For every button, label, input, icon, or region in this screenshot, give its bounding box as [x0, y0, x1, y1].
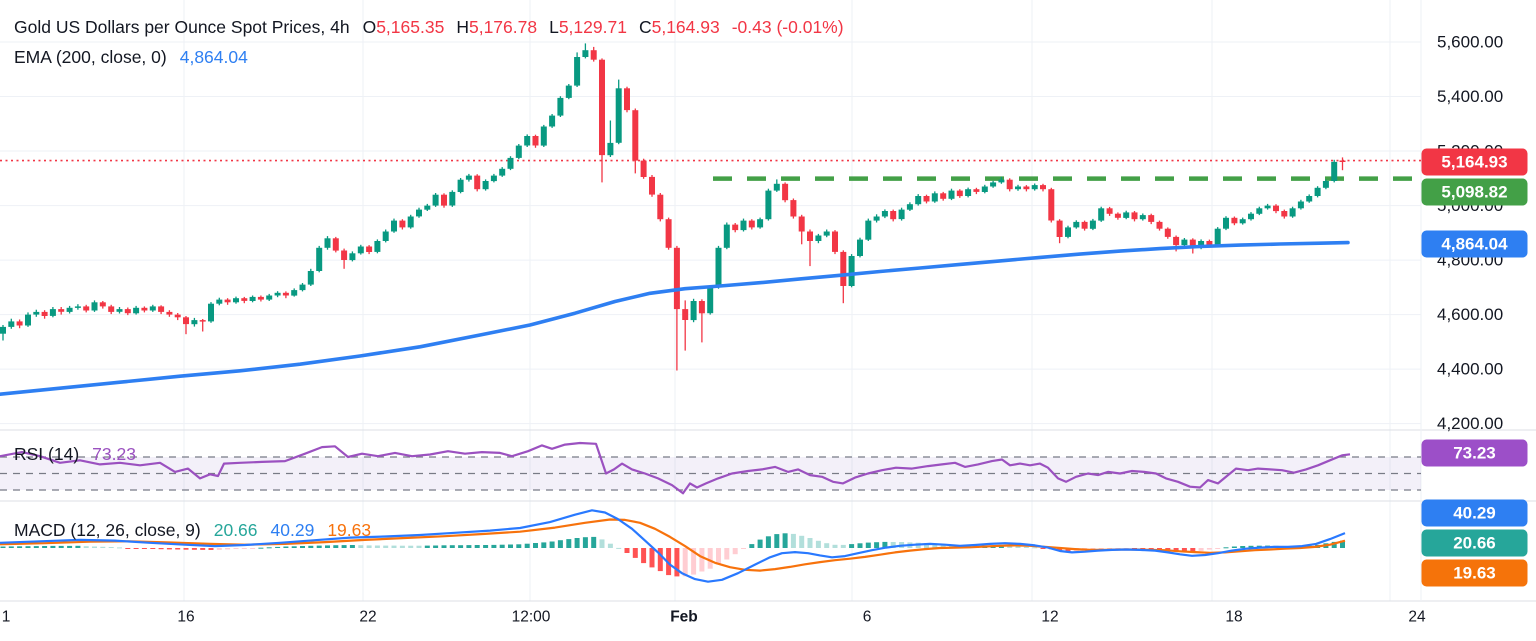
time-axis-label: 16	[177, 609, 194, 626]
close-value: 5,164.93	[651, 17, 720, 37]
time-axis-label: Feb	[670, 609, 698, 626]
vertical-gridlines	[183, 0, 1391, 601]
low-label: L	[549, 17, 559, 37]
ema-line	[0, 240, 1350, 397]
rsi-value-badge	[1421, 439, 1528, 467]
ohlc-values: O 5,165.35 H 5,176.78 L 5,129.71 C 5,164.93 …	[363, 16, 844, 38]
open-label: O	[362, 17, 377, 37]
price-axis-label: 4,200.00	[1437, 414, 1503, 433]
support-level-badge-text: 5,098.82	[1441, 183, 1507, 202]
change-value: -0.43 (-0.01%)	[731, 17, 844, 37]
symbol-title: Gold US Dollars per Ounce Spot Prices, 4…	[14, 17, 350, 37]
ema-value-badge	[1421, 230, 1528, 258]
time-axis-label: 12	[1041, 609, 1058, 626]
ema-value: 4,864.04	[179, 47, 248, 67]
macd-signal-badge	[1421, 559, 1528, 587]
ema-label: EMA (200, close, 0)	[14, 47, 167, 67]
candlestick-series	[0, 43, 1346, 371]
time-axis-label: 18	[1225, 609, 1242, 626]
support-level-badge	[1421, 178, 1528, 206]
macd-lines	[0, 509, 1346, 583]
macd-line-badge	[1421, 499, 1528, 527]
rsi-value: 73.23	[92, 444, 136, 464]
last-price-badge	[1421, 148, 1528, 176]
low-value: 5,129.71	[558, 17, 627, 37]
open-value: 5,165.35	[376, 17, 445, 37]
price-axis-label: 5,400.00	[1437, 87, 1503, 106]
time-axis[interactable]: 1 16 22 12:00 Feb 6 12 18 24	[2, 609, 1426, 626]
axis-value-badges: 5,164.93 5,098.82 4,864.04 73.23 40.29 20.66 1…	[1421, 148, 1528, 587]
macd-line-badge-text: 40.29	[1453, 504, 1496, 523]
price-axis-label: 4,400.00	[1437, 360, 1503, 379]
ema-legend-row[interactable]: EMA (200, close, 0) 4,864.04	[14, 46, 248, 68]
close-label: C	[638, 17, 652, 37]
last-price-badge-text: 5,164.93	[1441, 153, 1507, 172]
time-axis-label: 24	[1408, 609, 1426, 626]
high-label: H	[456, 17, 469, 37]
price-level-lines	[0, 159, 1421, 181]
rsi-line	[0, 441, 1351, 495]
macd-histogram	[0, 533, 1345, 577]
macd-label: MACD (12, 26, close, 9)	[14, 520, 201, 540]
macd-hist-badge	[1421, 529, 1528, 557]
horizontal-gridlines	[0, 41, 1421, 425]
macd-line-value: 40.29	[270, 520, 315, 540]
macd-legend-row[interactable]: MACD (12, 26, close, 9) 20.66 40.29 19.6…	[14, 519, 371, 541]
rsi-legend-row[interactable]: RSI (14) 73.23	[14, 443, 136, 465]
time-axis-label: 1	[2, 609, 11, 626]
rsi-label: RSI (14)	[14, 444, 80, 464]
ema-value-badge-text: 4,864.04	[1441, 235, 1508, 254]
price-axis-label: 5,600.00	[1437, 33, 1503, 52]
time-axis-label: 6	[863, 609, 872, 626]
macd-signal-value: 19.63	[327, 520, 372, 540]
panel-separators	[0, 0, 1536, 602]
symbol-legend-row[interactable]: Gold US Dollars per Ounce Spot Prices, 4…	[14, 16, 844, 38]
macd-hist-badge-text: 20.66	[1453, 534, 1496, 553]
rsi-value-badge-text: 73.23	[1453, 444, 1496, 463]
macd-hist-value: 20.66	[213, 520, 258, 540]
price-axis-label: 4,600.00	[1437, 305, 1503, 324]
macd-signal-badge-text: 19.63	[1453, 564, 1496, 583]
time-axis-label: 22	[359, 609, 376, 626]
time-axis-label: 12:00	[512, 609, 551, 626]
rsi-band	[0, 456, 1421, 491]
high-value: 5,176.78	[468, 17, 538, 37]
